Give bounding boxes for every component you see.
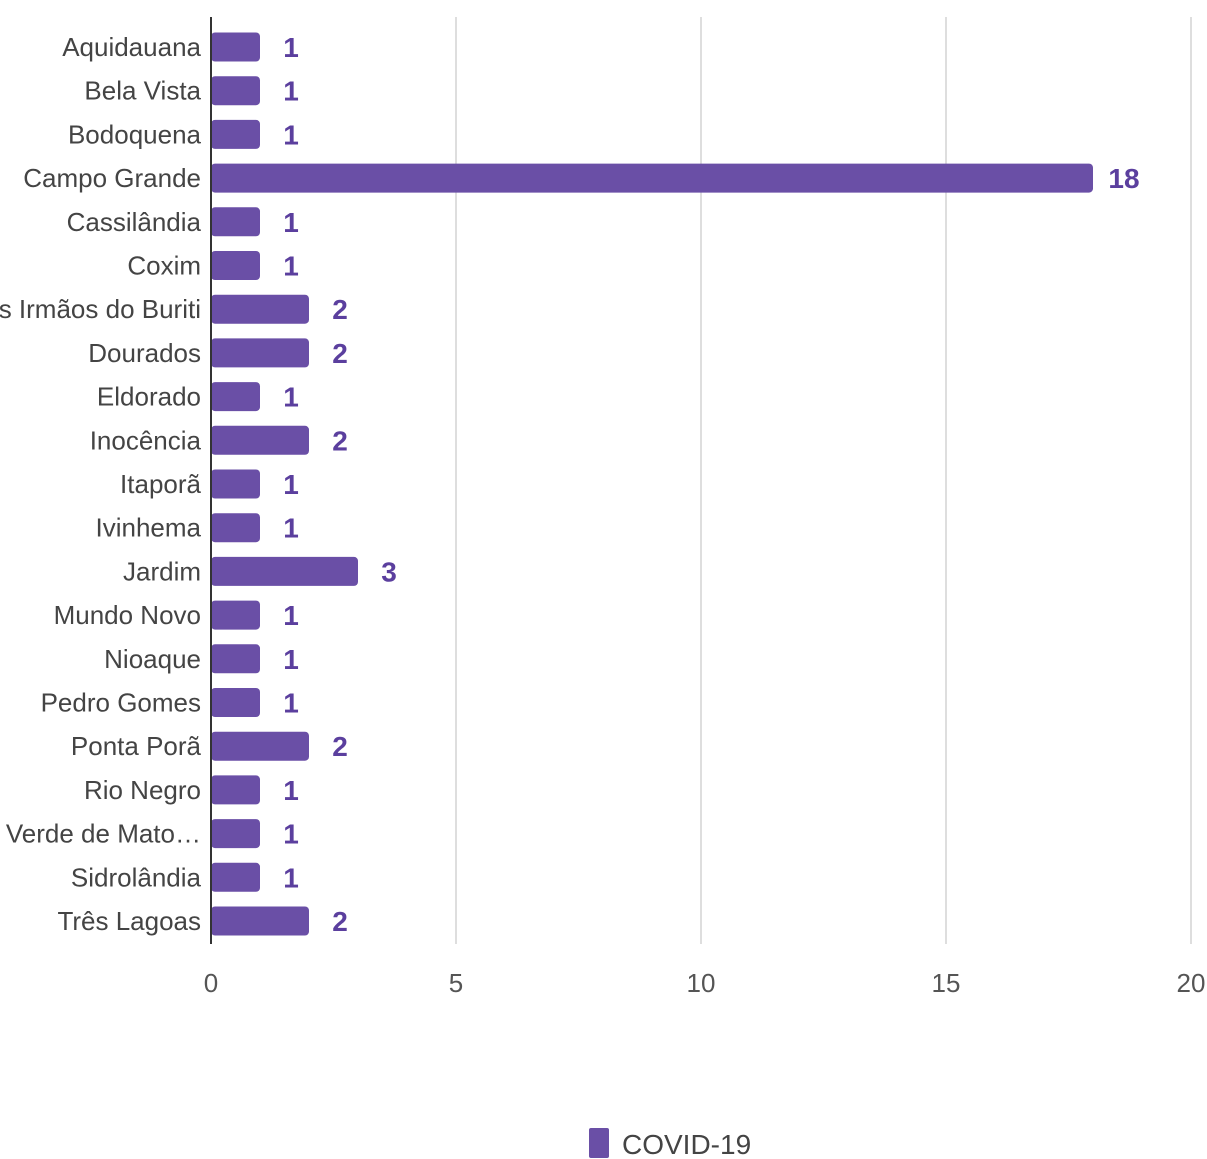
category-label: Campo Grande [23,163,201,193]
data-label: 3 [381,556,397,587]
legend-swatch [589,1128,609,1158]
data-label: 1 [283,688,299,719]
category-label: Jardim [123,556,201,586]
category-label: Rio Verde de Mato… [0,819,201,849]
category-label: Cassilândia [67,207,202,237]
category-label: Aquidauana [62,32,201,62]
data-label: 1 [283,862,299,893]
bar[interactable] [211,251,260,280]
category-label: Dourados [88,338,201,368]
data-label: 1 [283,32,299,63]
x-tick-label: 10 [687,968,716,998]
x-tick-labels: 0 5 10 15 20 [204,968,1206,998]
category-label: Sidrolândia [71,862,202,892]
bars [211,32,1093,936]
x-tick-label: 15 [932,968,961,998]
category-label: Ponta Porã [71,731,202,761]
bar[interactable] [211,32,260,62]
data-label: 2 [332,731,348,762]
category-label: Ivinhema [96,513,202,543]
category-label: Itaporã [120,469,201,499]
bar[interactable] [211,207,260,237]
data-label: 1 [283,382,299,413]
bar[interactable] [211,906,309,936]
data-label: 2 [332,906,348,937]
category-label: Bodoquena [68,119,202,149]
data-label: 1 [283,819,299,850]
bar[interactable] [211,338,309,368]
category-label: Nioaque [104,644,201,674]
data-label: 2 [332,294,348,325]
category-label: Eldorado [97,382,201,412]
bar[interactable] [211,556,358,586]
category-label: Três Lagoas [57,906,201,936]
category-label: Rio Negro [84,775,201,805]
data-label: 1 [283,469,299,500]
bar[interactable] [211,425,309,455]
bar[interactable] [211,644,260,674]
category-labels: Aquidauana Bela Vista Bodoquena Campo Grand… [0,32,202,936]
data-label: 1 [283,775,299,806]
x-tick-label: 0 [204,968,218,998]
bar[interactable] [211,819,260,849]
data-label: 1 [283,251,299,282]
bar[interactable] [211,600,260,630]
data-labels: 1 1 1 18 1 1 2 2 1 2 1 1 3 1 1 1 2 1 1 1 2 [280,29,1142,940]
data-label: 1 [283,600,299,631]
x-tick-label: 5 [449,968,463,998]
bar[interactable] [211,294,309,324]
category-label: Mundo Novo [54,600,201,630]
bar[interactable] [211,382,260,412]
bar[interactable] [211,731,309,761]
data-label: 1 [283,119,299,150]
bar[interactable] [211,513,260,543]
bar[interactable] [211,688,260,717]
category-label: Dois Irmãos do Buriti [0,294,201,324]
x-tick-label: 20 [1177,968,1206,998]
bar[interactable] [211,775,260,805]
bar[interactable] [211,163,1093,193]
data-label: 18 [1108,163,1139,194]
data-label: 2 [332,338,348,369]
data-label: 1 [283,644,299,675]
category-label: Pedro Gomes [41,688,201,718]
data-label: 2 [332,425,348,456]
category-label: Bela Vista [84,76,201,106]
bar[interactable] [211,862,260,892]
data-label: 1 [283,207,299,238]
legend-label: COVID-19 [622,1129,751,1159]
data-label: 1 [283,76,299,107]
bar[interactable] [211,76,260,106]
legend[interactable]: COVID-19 [589,1128,751,1159]
category-label: Inocência [90,425,202,455]
bar[interactable] [211,469,260,499]
gridlines [455,17,1192,944]
category-label: Coxim [127,251,201,281]
data-label: 1 [283,513,299,544]
bar[interactable] [211,119,260,149]
